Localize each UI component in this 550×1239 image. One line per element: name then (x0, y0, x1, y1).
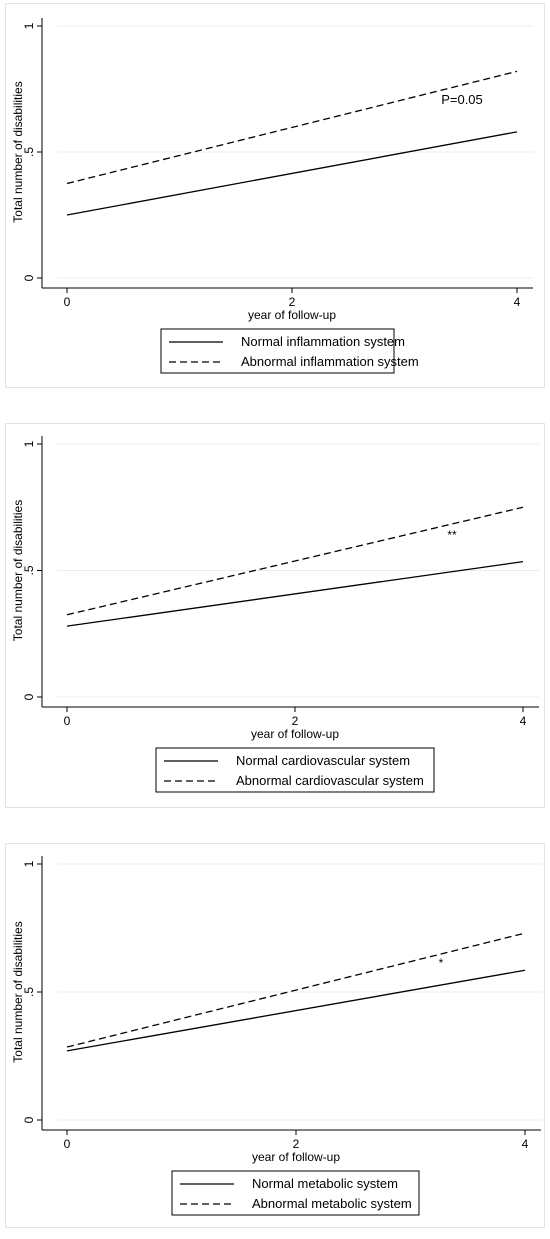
chart-annotation: ** (447, 528, 457, 542)
series-line-normal (66, 131, 518, 216)
x-tick-label: 4 (520, 714, 527, 728)
series-line-normal (66, 969, 526, 1052)
series-line-normal (66, 561, 524, 627)
y-tick-label: .5 (22, 987, 36, 997)
chart-panel-metabolic: 0 .5 1 0 2 4 year of follow-up Total number of … (5, 843, 545, 1228)
chart-annotation: * (439, 956, 444, 970)
legend-label: Abnormal inflammation system (241, 354, 419, 369)
y-axis-title: Total number of disabilities (11, 500, 25, 641)
x-tick-label: 2 (293, 1137, 300, 1151)
legend-box (155, 747, 435, 793)
y-tick-label: 0 (22, 693, 36, 700)
x-axis-title: year of follow-up (248, 308, 336, 322)
legend-box (160, 328, 395, 374)
series-line-abnormal (66, 932, 526, 1048)
x-tick-label: 2 (289, 295, 296, 309)
y-tick-label: 0 (22, 1116, 36, 1123)
chart-svg: 0 .5 1 0 2 4 year of follow-up Total number of … (11, 436, 539, 793)
x-axis-title: year of follow-up (252, 1150, 340, 1164)
y-axis-title: Total number of disabilities (11, 921, 25, 1062)
legend-label: Normal cardiovascular system (236, 753, 410, 768)
x-tick-label: 4 (514, 295, 521, 309)
x-tick-label: 0 (64, 295, 71, 309)
legend-box (171, 1170, 420, 1216)
y-tick-label: 1 (22, 22, 36, 29)
legend-label: Normal metabolic system (252, 1176, 398, 1191)
y-axis-title: Total number of disabilities (11, 81, 25, 222)
series-line-abnormal (66, 506, 524, 616)
x-tick-label: 0 (64, 714, 71, 728)
y-tick-label: 1 (22, 860, 36, 867)
x-axis-title: year of follow-up (251, 727, 339, 741)
y-tick-label: .5 (22, 565, 36, 575)
y-tick-label: .5 (22, 147, 36, 157)
legend-label: Abnormal metabolic system (252, 1196, 412, 1211)
series-line-abnormal (66, 70, 518, 185)
chart-annotation: P=0.05 (441, 92, 483, 107)
x-tick-label: 2 (292, 714, 299, 728)
legend-label: Abnormal cardiovascular system (236, 773, 424, 788)
x-tick-label: 4 (522, 1137, 529, 1151)
legend-label: Normal inflammation system (241, 334, 405, 349)
x-tick-label: 0 (64, 1137, 71, 1151)
chart-svg: 0 .5 1 0 2 4 year of follow-up Total number of … (11, 856, 541, 1216)
chart-panel-inflammation: 0 .5 1 0 2 4 year of follow-up Total number of … (5, 3, 545, 388)
y-tick-label: 0 (22, 274, 36, 281)
chart-svg: 0 .5 1 0 2 4 year of follow-up Total number of … (11, 18, 533, 374)
chart-panel-cardiovascular: 0 .5 1 0 2 4 year of follow-up Total number of … (5, 423, 545, 808)
y-tick-label: 1 (22, 440, 36, 447)
